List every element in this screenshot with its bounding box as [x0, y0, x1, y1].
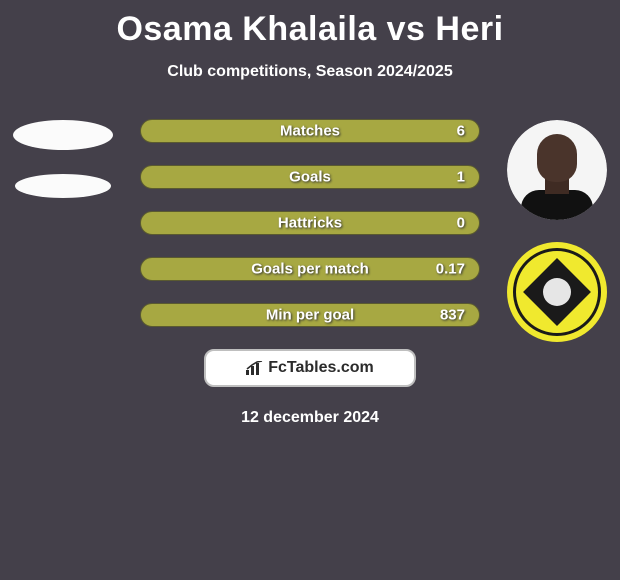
stat-value-right: 837 [440, 307, 465, 324]
club-badge [507, 242, 607, 342]
right-player-column [502, 120, 612, 342]
stats-block: Matches 6 Goals 1 Hattricks 0 Goals per … [140, 119, 480, 327]
stat-value-right: 6 [457, 123, 465, 140]
stat-label: Hattricks [278, 215, 342, 232]
page-title: Osama Khalaila vs Heri [0, 0, 620, 49]
stat-label: Goals [289, 169, 331, 186]
stat-row: Matches 6 [140, 119, 480, 143]
stat-value-right: 0.17 [436, 261, 465, 278]
stat-row: Goals 1 [140, 165, 480, 189]
stat-value-right: 1 [457, 169, 465, 186]
player-avatar [507, 120, 607, 220]
date-stamp: 12 december 2024 [0, 409, 620, 427]
player-avatar-placeholder [13, 120, 113, 150]
stat-label: Matches [280, 123, 340, 140]
stat-row: Goals per match 0.17 [140, 257, 480, 281]
bar-chart-icon [246, 361, 264, 375]
stat-row: Hattricks 0 [140, 211, 480, 235]
club-badge-placeholder [15, 174, 111, 198]
stat-label: Min per goal [266, 307, 354, 324]
stat-value-right: 0 [457, 215, 465, 232]
stat-label: Goals per match [251, 261, 369, 278]
left-player-column [8, 120, 118, 198]
page-subtitle: Club competitions, Season 2024/2025 [0, 63, 620, 81]
brand-link[interactable]: FcTables.com [204, 349, 416, 387]
stat-row: Min per goal 837 [140, 303, 480, 327]
brand-text: FcTables.com [268, 359, 374, 377]
